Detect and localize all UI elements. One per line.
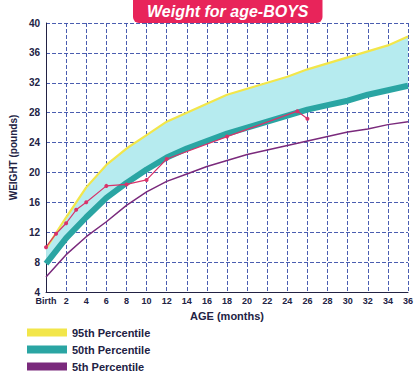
svg-text:30: 30 [343,296,353,306]
svg-text:16: 16 [29,197,41,208]
svg-text:24: 24 [29,137,41,148]
svg-text:12: 12 [162,296,172,306]
svg-text:36: 36 [403,296,413,306]
svg-text:20: 20 [29,167,41,178]
svg-text:20: 20 [242,296,252,306]
svg-text:14: 14 [182,296,192,306]
svg-text:10: 10 [142,296,152,306]
svg-text:WEIGHT (pounds): WEIGHT (pounds) [8,115,19,201]
svg-text:12: 12 [29,227,41,238]
svg-text:5th Percentile: 5th Percentile [72,361,144,373]
svg-text:34: 34 [383,296,393,306]
svg-text:8: 8 [124,296,129,306]
svg-text:95th Percentile: 95th Percentile [72,327,150,339]
svg-text:32: 32 [29,77,41,88]
svg-text:6: 6 [104,296,109,306]
svg-text:8: 8 [34,257,40,268]
svg-text:Weight for age-BOYS: Weight for age-BOYS [147,3,309,20]
svg-text:40: 40 [29,18,41,29]
svg-text:2: 2 [64,296,69,306]
svg-text:24: 24 [282,296,292,306]
svg-text:32: 32 [363,296,373,306]
svg-text:4: 4 [84,296,89,306]
svg-text:18: 18 [222,296,232,306]
svg-text:22: 22 [262,296,272,306]
svg-text:16: 16 [202,296,212,306]
svg-text:Birth: Birth [36,296,57,306]
svg-text:28: 28 [323,296,333,306]
svg-text:AGE (months): AGE (months) [190,310,264,322]
svg-text:50th Percentile: 50th Percentile [72,344,150,356]
svg-text:26: 26 [302,296,312,306]
svg-text:4: 4 [34,286,40,298]
svg-text:36: 36 [29,47,41,58]
svg-text:28: 28 [29,107,41,118]
